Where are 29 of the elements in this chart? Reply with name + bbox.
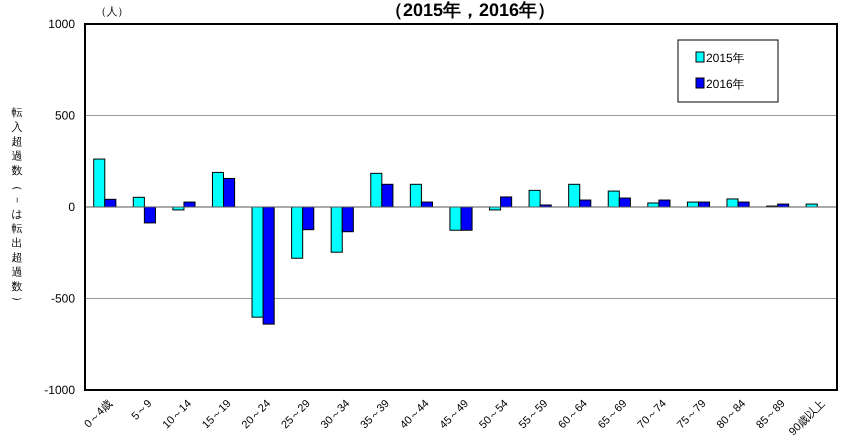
x-tick-label: 40～44 [398, 398, 432, 432]
chart-title: （2015年，2016年） [384, 0, 556, 20]
x-tick-label: 5～9 [130, 398, 154, 423]
y-tick-label: 500 [54, 108, 76, 122]
legend-label: 2016年 [706, 77, 745, 91]
text: 転入超過数（－は転出超過数） [11, 106, 23, 307]
x-tick-label: 25～29 [279, 398, 313, 432]
x-tick-label: 0～4歳 [82, 396, 115, 430]
y-tick-label: -500 [50, 292, 76, 306]
y-tick-label: 0 [68, 200, 76, 214]
legend-label: 2015年 [706, 51, 745, 65]
y-tick-label: -1000 [44, 383, 76, 397]
x-tick-label: 45～49 [438, 398, 472, 432]
x-tick-label: 10～14 [160, 398, 194, 432]
text: （人） [96, 6, 128, 18]
x-tick-label: 70～74 [635, 398, 670, 432]
x-tick-label: 50～54 [477, 398, 511, 432]
x-tick-label: 75～79 [675, 398, 709, 432]
x-tick-label: 55～59 [516, 398, 550, 432]
x-tick-label: 35～39 [358, 398, 392, 432]
y-tick-label: 1000 [48, 17, 76, 31]
x-tick-label: 20～24 [240, 398, 274, 432]
x-tick-label: 60～64 [556, 398, 590, 432]
x-tick-label: 65～69 [596, 398, 630, 432]
x-tick-label: 30～34 [318, 398, 352, 432]
x-tick-label: 80～84 [714, 398, 748, 432]
x-tick-label: 15～19 [200, 398, 234, 432]
x-tick-label: 85～89 [754, 398, 788, 432]
x-tick-label: 90歳以上 [786, 396, 828, 438]
